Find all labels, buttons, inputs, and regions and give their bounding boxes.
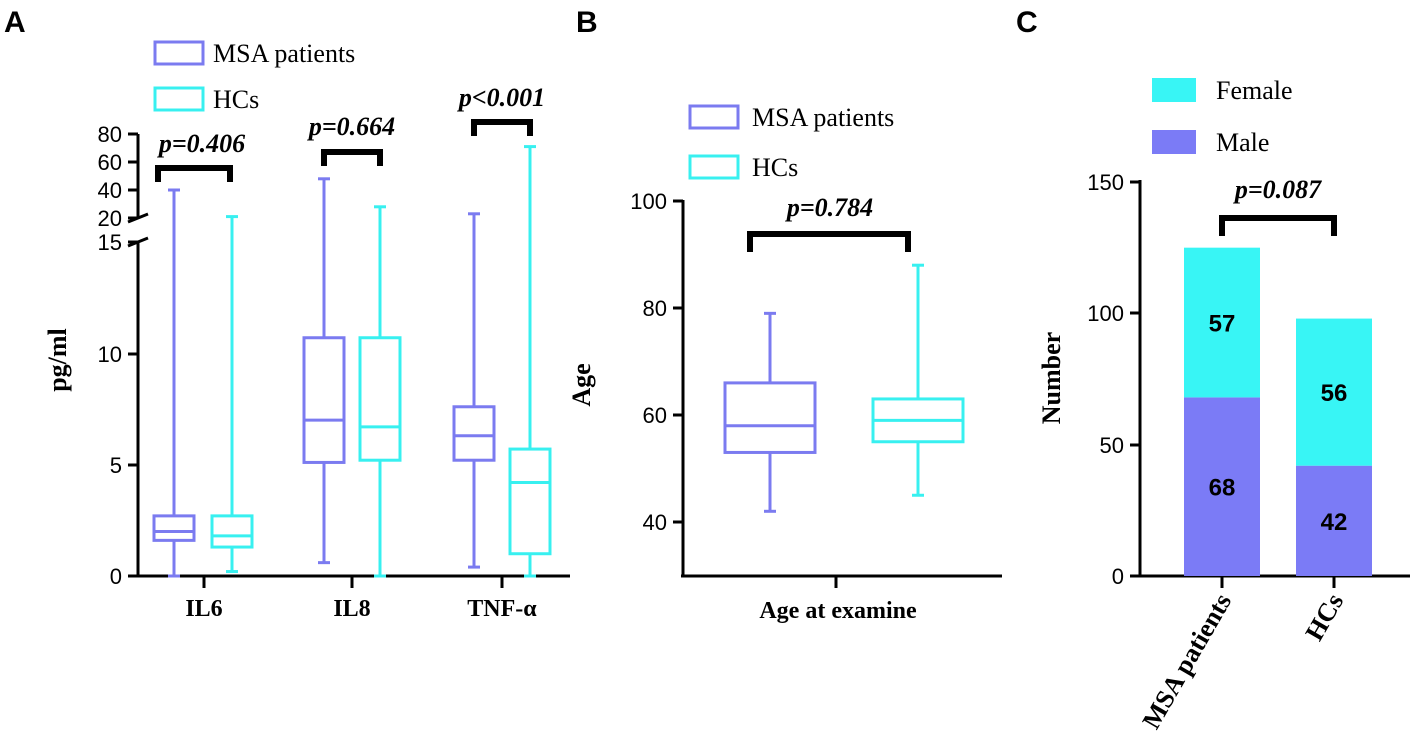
panel-letter-b: B: [576, 6, 598, 39]
c-bar-female-hc: [1296, 318, 1372, 466]
a-il6-msa-box: [152, 514, 196, 542]
legend-swatch-msa: [153, 40, 205, 66]
c-y-ticks: 0 50 100 150: [1087, 170, 1140, 589]
a-tick-label-5: 5: [110, 453, 122, 478]
a-pvalue-tnf: p<0.001: [457, 83, 545, 112]
c-label-male-msa: 68: [1209, 475, 1236, 502]
c-bracket: [1219, 215, 1337, 236]
b-tick-label-80: 80: [643, 296, 667, 321]
c-category-hc: HCs: [1300, 589, 1350, 646]
b-y-axis-title: Age: [567, 363, 596, 406]
b-pvalue: p=0.784: [785, 193, 873, 222]
c-tick-label-150: 150: [1087, 170, 1124, 195]
panel-b: B MSA patients HCs 40 60 80 100 Age Age …: [567, 6, 1002, 624]
a-bracket-il8: [321, 149, 383, 166]
legend-label-msa: MSA patients: [213, 39, 355, 68]
panel-a: A MSA patients HCs 20 40 60 80 0: [4, 6, 570, 622]
b-tick-label-40: 40: [643, 510, 667, 535]
a-tnf-hc-box: [508, 447, 552, 556]
a-pvalue-il8: p=0.664: [307, 112, 395, 141]
b-bracket: [747, 231, 911, 252]
a-pvalue-il6: p=0.406: [157, 129, 245, 158]
a-il8-hc-box: [358, 336, 402, 462]
b-legend-swatch-hc: [688, 154, 740, 180]
c-legend-swatch-male: [1152, 130, 1196, 154]
b-x-axis-title: Age at examine: [759, 598, 917, 624]
c-category-msa: MSA patients: [1137, 589, 1238, 734]
b-tick-label-60: 60: [643, 403, 667, 428]
c-label-female-msa: 57: [1209, 311, 1236, 338]
legend-swatch-hc: [153, 86, 205, 112]
a-tick-label-0: 0: [110, 564, 122, 589]
c-y-axis-title: Number: [1037, 332, 1066, 424]
b-y-ticks: 40 60 80 100: [630, 189, 683, 535]
a-boxes: [152, 145, 552, 578]
c-pvalue: p=0.087: [1233, 175, 1322, 204]
b-legend-label-hc: HCs: [752, 153, 798, 182]
a-category-il6: IL6: [185, 596, 222, 622]
c-tick-label-100: 100: [1087, 301, 1124, 326]
c-label-female-hc: 56: [1321, 380, 1348, 407]
legend-label-hc: HCs: [213, 85, 259, 114]
c-label-male-hc: 42: [1321, 509, 1348, 536]
a-il6-hc-box: [210, 514, 254, 549]
a-tick-label-20: 20: [98, 206, 122, 231]
b-legend-label-msa: MSA patients: [752, 103, 894, 132]
a-y-axis-title: pg/ml: [43, 328, 72, 392]
b-boxes: [723, 263, 965, 513]
c-bar-male-msa: [1184, 397, 1260, 576]
panel-letter-a: A: [4, 6, 26, 39]
b-msa-box: [723, 381, 817, 454]
a-bracket-tnf: [471, 119, 533, 136]
a-category-il8: IL8: [333, 596, 370, 622]
a-tick-label-40: 40: [98, 178, 122, 203]
c-bar-female-msa: [1184, 247, 1260, 398]
c-legend-swatch-female: [1152, 78, 1196, 102]
a-category-tnf: TNF-α: [467, 596, 537, 622]
c-tick-label-0: 0: [1112, 564, 1124, 589]
c-legend-label-male: Male: [1216, 128, 1269, 157]
a-il8-msa-box: [302, 336, 346, 464]
a-tick-label-60: 60: [98, 150, 122, 175]
panel-letter-c: C: [1016, 6, 1038, 39]
panel-c: C Female Male 0 50 100 150 Number 68 57 42…: [1016, 6, 1410, 734]
c-legend-label-female: Female: [1216, 76, 1293, 105]
a-tnf-msa-box: [452, 405, 496, 462]
a-tick-label-15: 15: [98, 230, 122, 255]
b-legend-swatch-msa: [688, 104, 740, 130]
a-bracket-il6: [155, 165, 233, 182]
c-bars: 68 57 42 56: [1184, 247, 1372, 576]
a-y-ticks-lower: 0 5 10 15: [98, 230, 138, 589]
c-tick-label-50: 50: [1100, 433, 1124, 458]
a-tick-label-10: 10: [98, 342, 122, 367]
b-tick-label-100: 100: [630, 189, 667, 214]
a-tick-label-80: 80: [98, 122, 122, 147]
c-bar-male-hc: [1296, 465, 1372, 576]
a-y-ticks-upper: 20 40 60 80: [98, 122, 138, 231]
